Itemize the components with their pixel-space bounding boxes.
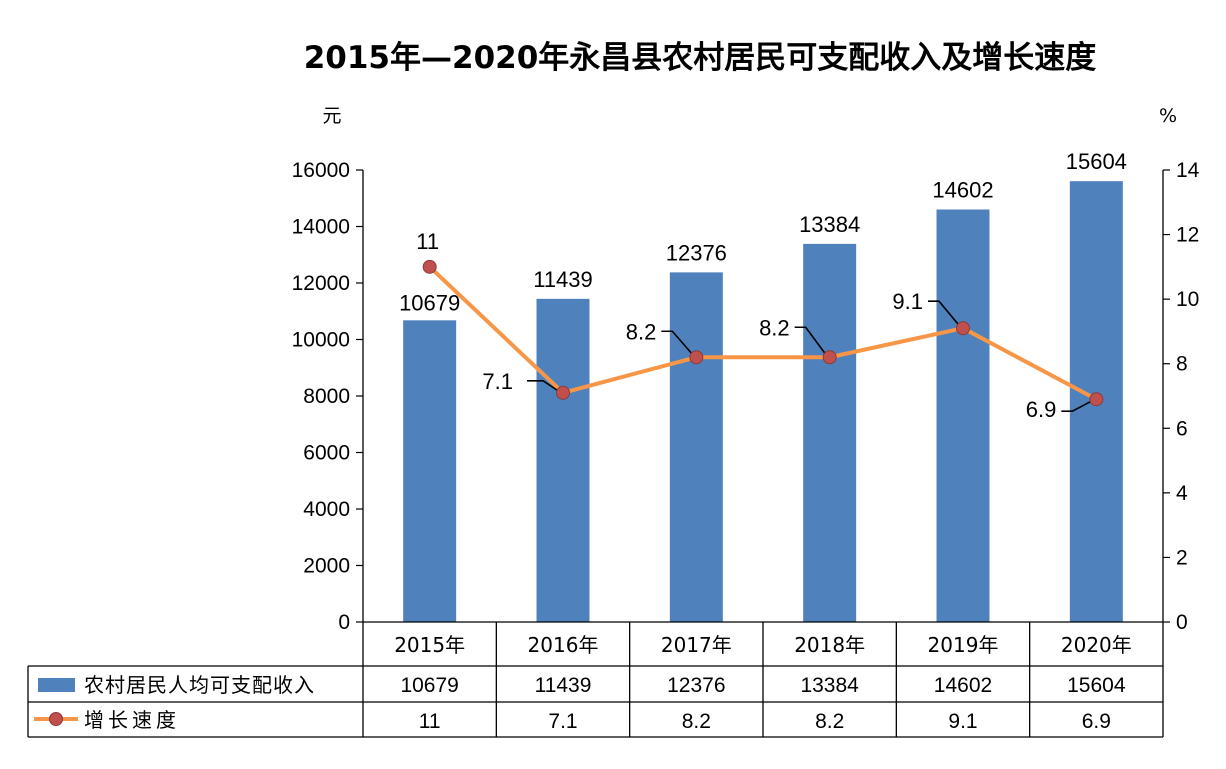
- bar: [936, 209, 990, 622]
- bar: [403, 320, 457, 622]
- bar-data-label: 10679: [399, 290, 460, 315]
- y-right-tick-label: 10: [1176, 288, 1199, 311]
- bar-data-label: 15604: [1066, 149, 1127, 174]
- line-marker: [956, 321, 970, 336]
- y-right-unit: %: [1159, 105, 1177, 127]
- bar-data-label: 13384: [799, 212, 860, 237]
- line-label-leader: [794, 326, 827, 355]
- table-cell-growth-value: 6.9: [1082, 710, 1111, 733]
- table-cell-bar-value: 15604: [1067, 674, 1126, 697]
- x-category-label: 2020年: [1061, 633, 1132, 657]
- x-category-label: 2015年: [394, 633, 465, 657]
- y-left-tick-label: 12000: [292, 272, 350, 295]
- table-cell-growth-value: 7.1: [548, 710, 577, 733]
- line-label-leader: [1061, 399, 1094, 413]
- line-marker: [689, 350, 704, 365]
- y-left-tick-label: 2000: [303, 555, 350, 578]
- line-label-leader: [661, 330, 693, 355]
- line-marker: [556, 385, 570, 400]
- y-left-tick-label: 0: [338, 611, 350, 634]
- bar: [669, 272, 723, 622]
- line-series: [428, 265, 1098, 401]
- table-cell-growth-value: 9.1: [948, 710, 977, 733]
- y-right-tick-label: 0: [1176, 611, 1188, 634]
- line-data-label: 6.9: [1026, 397, 1057, 422]
- y-right-tick-label: 6: [1176, 417, 1188, 440]
- chart-title: 2015年—2020年永昌县农村居民可支配收入及增长速度: [303, 40, 1097, 76]
- bar: [803, 243, 857, 623]
- table-cell-growth-value: 8.2: [815, 710, 844, 733]
- legend-key-marker: [49, 712, 63, 726]
- bar-data-label: 14602: [932, 177, 993, 202]
- x-category-label: 2016年: [528, 633, 599, 657]
- bar: [536, 298, 590, 622]
- table-cell-bar-value: 12376: [667, 674, 725, 697]
- y-left-tick-label: 14000: [292, 216, 350, 239]
- table-cell-growth-value: 8.2: [682, 710, 711, 733]
- line-marker: [422, 259, 437, 274]
- line-data-label: 8.2: [759, 315, 790, 340]
- bar-data-label: 12376: [666, 240, 727, 265]
- y-left-tick-label: 8000: [303, 385, 350, 408]
- line-data-label: 7.1: [482, 369, 513, 394]
- legend-key-bar: [38, 678, 75, 692]
- line-data-label: 8.2: [626, 319, 657, 344]
- line-marker: [822, 350, 837, 365]
- table-cell-bar-value: 13384: [800, 674, 859, 697]
- line-data-label: 11: [416, 229, 439, 254]
- y-left-tick-label: 16000: [292, 159, 350, 182]
- table-cell-bar-value: 14602: [934, 674, 992, 697]
- table-cell-growth-value: 11: [419, 710, 441, 733]
- legend-label-growth: 增长速度: [84, 708, 180, 732]
- line-label-leader: [527, 379, 562, 394]
- line-marker: [1089, 392, 1104, 407]
- line-data-label: 9.1: [892, 289, 923, 314]
- y-left-tick-label: 10000: [292, 329, 350, 352]
- line-label-leader: [928, 300, 960, 326]
- y-left-tick-label: 6000: [303, 442, 350, 465]
- x-category-label: 2018年: [794, 633, 865, 657]
- x-category-label: 2017年: [661, 633, 732, 657]
- y-left-unit: 元: [322, 105, 341, 127]
- y-right-tick-label: 14: [1176, 159, 1200, 182]
- y-right-tick-label: 4: [1176, 482, 1188, 505]
- y-right-tick-label: 8: [1176, 353, 1188, 376]
- table-cell-bar-value: 10679: [400, 674, 458, 697]
- y-left-tick-label: 4000: [303, 498, 350, 521]
- y-right-tick-label: 12: [1176, 224, 1199, 247]
- table-cell-bar-value: 11439: [535, 674, 592, 697]
- bar-data-label: 11439: [533, 267, 593, 292]
- legend-label-income: 农村居民人均可支配收入: [84, 673, 315, 697]
- y-right-tick-label: 2: [1176, 546, 1188, 569]
- x-category-label: 2019年: [928, 633, 999, 657]
